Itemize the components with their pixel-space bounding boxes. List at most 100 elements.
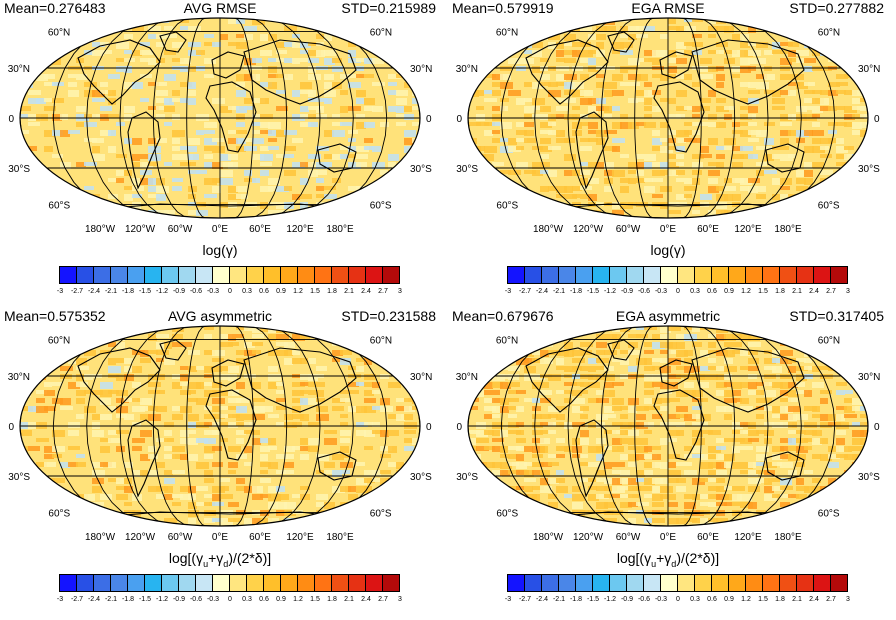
colorbar-swatch (280, 574, 298, 592)
colorbar-tick-label: 2.7 (378, 596, 388, 603)
coastline (159, 339, 187, 361)
longitude-label: 120°W (573, 224, 604, 235)
panel-ega-rmse: 60°N 60°N 30°N 30°N 0 0 30°S 30°S 60°S 60°S 180°W 1… (448, 0, 888, 300)
coastline (653, 389, 705, 461)
longitude-line (724, 326, 802, 526)
colorbar-tick-label: 2.7 (378, 288, 388, 295)
colorbar-tick-label: -1.2 (603, 288, 617, 295)
colorbar-label: log(γ) (202, 242, 238, 258)
colorbar-label: log[(γu+γd)/(2*δ)] (616, 550, 720, 569)
std-value: STD=0.317405 (789, 308, 884, 324)
std-value: STD=0.215989 (341, 0, 436, 16)
colorbar-swatch (93, 574, 111, 592)
colorbar-swatch (592, 266, 610, 284)
panel-title: AVG asymmetric (168, 308, 272, 324)
longitude-label: 180°W (533, 224, 564, 235)
colorbar (59, 266, 400, 284)
colorbar-swatch (195, 266, 213, 284)
colorbar-tick-label: -2.4 (87, 288, 101, 295)
std-value: STD=0.277882 (789, 0, 884, 16)
colorbar-tick-label: 0.6 (259, 288, 269, 295)
colorbar-tick-label: -1.2 (155, 288, 169, 295)
colorbar-tick-label: -0.6 (637, 596, 651, 603)
colorbar-swatch (110, 574, 128, 592)
longitude-label: 60°W (168, 224, 193, 235)
colorbar-swatch (382, 266, 400, 284)
colorbar-tick-label: 1.5 (758, 596, 768, 603)
colorbar-tick-label: 1.2 (293, 596, 303, 603)
latitude-label: 0 (8, 114, 14, 125)
longitude-line (262, 18, 321, 218)
latitude-label: 30°N (410, 372, 432, 383)
colorbar-swatch (348, 266, 366, 284)
longitude-label: 60°E (249, 224, 271, 235)
colorbar-tick-label: 0.3 (690, 596, 700, 603)
colorbar-swatch (365, 266, 383, 284)
colorbar-tick-label: 2.4 (361, 288, 371, 295)
colorbar-tick-label: -0.9 (620, 288, 634, 295)
coastline (159, 31, 187, 53)
coastline (525, 39, 609, 105)
longitude-label: 60°W (616, 532, 641, 543)
colorbar-swatch (558, 574, 576, 592)
colorbar-tick-label: 0.3 (242, 288, 252, 295)
coastline (211, 51, 245, 79)
colorbar-tick-label: 1.8 (775, 288, 785, 295)
longitude-label: 120°E (734, 532, 762, 543)
longitude-line (634, 326, 654, 526)
latitude-label: 30°N (858, 64, 880, 75)
colorbar-swatch (161, 574, 179, 592)
colorbar-tick-label: 0.3 (690, 288, 700, 295)
colorbar-swatch (246, 574, 264, 592)
colorbar-tick-label: 2.7 (826, 288, 836, 295)
colorbar-tick-label: 0.6 (707, 596, 717, 603)
longitude-line (262, 326, 321, 526)
colorbar-tick-label: 2.4 (809, 288, 819, 295)
colorbar-tick-label: 0.6 (259, 596, 269, 603)
longitude-label: 60°E (697, 224, 719, 235)
coastline (205, 81, 257, 153)
colorbar-tick-label: -2.4 (87, 596, 101, 603)
longitude-line (86, 326, 164, 526)
coastline (127, 419, 161, 498)
latitude-label: 60°N (818, 27, 840, 38)
colorbar-tick-label: -2.7 (70, 288, 84, 295)
colorbar-swatch (314, 574, 332, 592)
colorbar-swatch (779, 574, 797, 592)
longitude-label: 60°W (616, 224, 641, 235)
longitude-label: 60°E (697, 532, 719, 543)
colorbar-swatch (762, 266, 780, 284)
colorbar-swatch (762, 574, 780, 592)
longitude-line (534, 18, 612, 218)
longitude-line (119, 18, 178, 218)
longitude-line (234, 326, 254, 526)
panel-title: AVG RMSE (183, 0, 257, 16)
latitude-label: 30°S (410, 164, 432, 175)
mean-value: Mean=0.276483 (4, 0, 106, 16)
colorbar-swatch (76, 266, 94, 284)
longitude-line (600, 326, 640, 526)
coastline (205, 389, 257, 461)
colorbar-swatch (694, 574, 712, 592)
colorbar-swatch (297, 266, 315, 284)
colorbar-tick-label: 0.9 (724, 288, 734, 295)
colorbar-tick-label: -0.6 (189, 288, 203, 295)
colorbar-swatch (728, 574, 746, 592)
colorbar-tick-label: 1.2 (293, 288, 303, 295)
colorbar-swatch (677, 266, 695, 284)
panel-avg-asym: 60°N 60°N 30°N 30°N 0 0 30°S 30°S 60°S 60°S 180°W 1… (0, 308, 440, 608)
colorbar-swatch (728, 266, 746, 284)
mean-value: Mean=0.679676 (452, 308, 554, 324)
longitude-label: 120°W (573, 532, 604, 543)
colorbar-swatch (365, 574, 383, 592)
longitude-line (710, 326, 769, 526)
coastline (691, 39, 805, 105)
map-border (19, 17, 421, 219)
coastline (77, 39, 161, 105)
robinson-map: 60°N 60°N 30°N 30°N 0 0 30°S 30°S 60°S 60°S 180°W 1… (456, 17, 880, 235)
latitude-label: 0 (874, 422, 880, 433)
colorbar-tick-label: 2.1 (344, 596, 354, 603)
latitude-label: 60°S (496, 201, 518, 212)
colorbar-swatch (541, 574, 559, 592)
colorbar-tick-label: -1.2 (155, 596, 169, 603)
